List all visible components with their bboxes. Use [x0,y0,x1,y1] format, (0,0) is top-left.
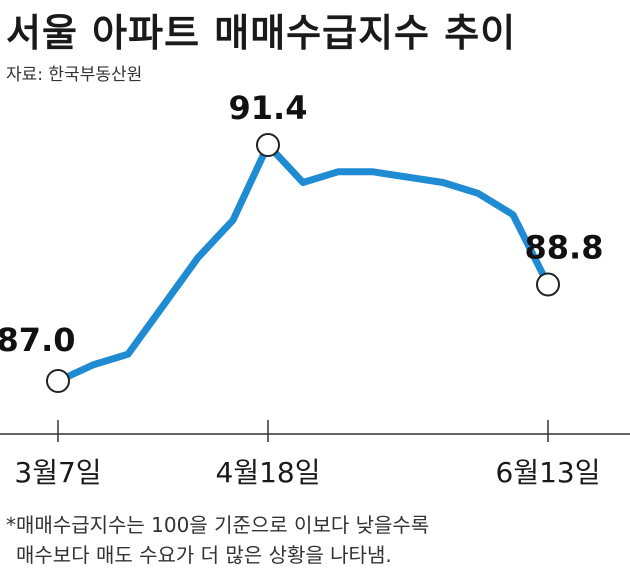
chart-title: 서울 아파트 매매수급지수 추이 [6,11,517,55]
data-point-marker [256,133,280,157]
footnote-line-2: 매수보다 매도 수요가 더 많은 상황을 나타냄. [16,543,392,567]
x-tick-label: 3월7일 [14,456,101,489]
data-point-marker [46,369,70,393]
footnote: *매매수급지수는 100을 기준으로 이보다 낮을수록 매수보다 매도 수요가 … [6,510,429,570]
source-label: 자료: 한국부동산원 [6,65,143,85]
line-chart: 3월7일 4월18일 6월13일 87.0 91.4 88.8 [0,89,630,489]
series-line [54,141,552,385]
x-tick-label: 6월13일 [496,456,601,489]
data-label: 87.0 [0,321,75,359]
data-label: 91.4 [229,89,308,127]
footnote-line-1: *매매수급지수는 100을 기준으로 이보다 낮을수록 [6,513,430,537]
x-tick-label: 4월18일 [216,456,321,489]
plot-area: 3월7일 4월18일 6월13일 87.0 91.4 88.8 [0,89,630,489]
data-label: 88.8 [525,228,604,266]
data-point-marker [536,272,560,297]
